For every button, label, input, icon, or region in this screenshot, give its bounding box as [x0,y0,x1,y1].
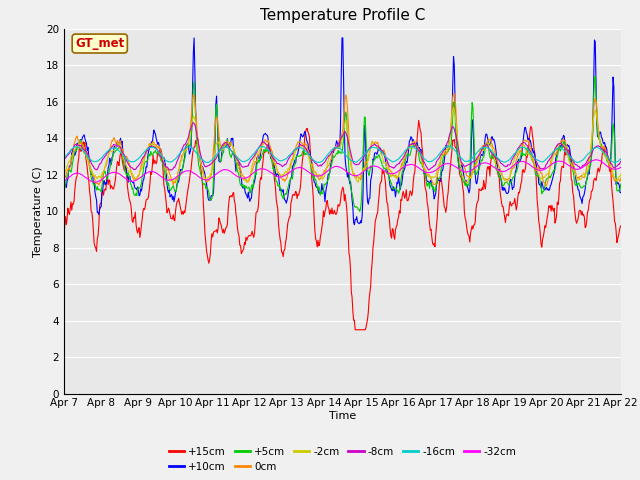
Title: Temperature Profile C: Temperature Profile C [260,9,425,24]
Y-axis label: Temperature (C): Temperature (C) [33,166,43,257]
Legend: +15cm, +10cm, +5cm, 0cm, -2cm, -8cm, -16cm, -32cm: +15cm, +10cm, +5cm, 0cm, -2cm, -8cm, -16… [164,443,520,476]
Text: GT_met: GT_met [75,37,124,50]
X-axis label: Time: Time [329,411,356,421]
